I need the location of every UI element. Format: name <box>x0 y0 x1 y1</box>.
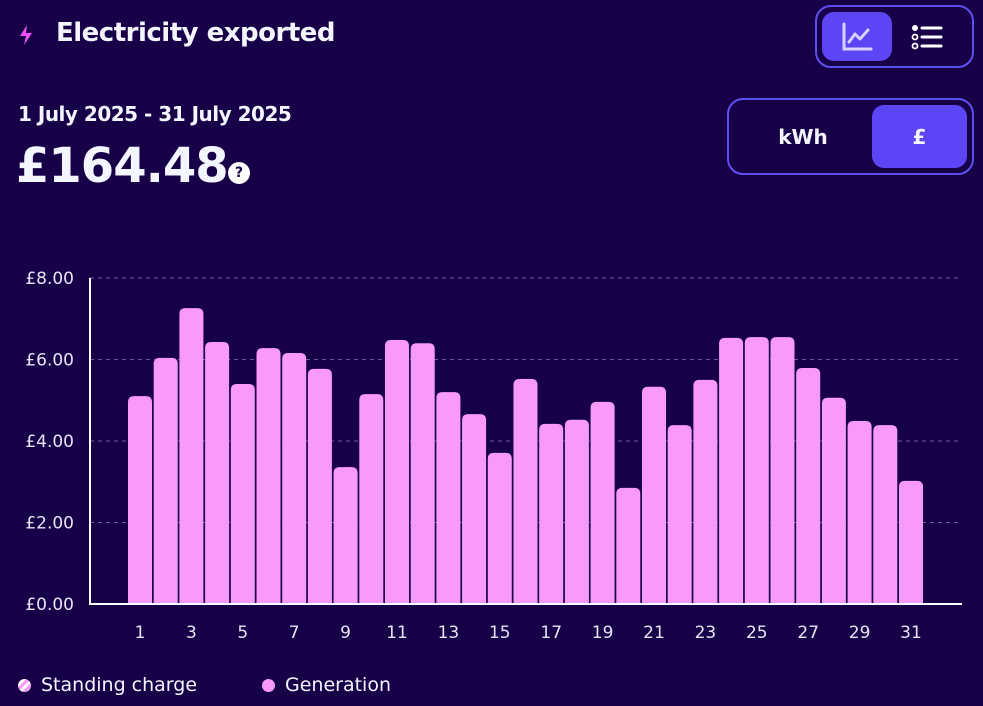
bar-day-14[interactable] <box>462 414 487 604</box>
list-icon <box>911 24 943 49</box>
x-tick-label: 27 <box>797 623 819 643</box>
y-tick-label: £2.00 <box>25 514 74 534</box>
x-tick-label: 25 <box>746 623 768 643</box>
legend-label: Generation <box>285 674 391 696</box>
x-tick-label: 29 <box>849 623 871 643</box>
bar-day-22[interactable] <box>667 425 692 604</box>
help-icon[interactable]: ? <box>228 162 250 184</box>
bar-day-19[interactable] <box>590 401 615 604</box>
bar-day-8[interactable] <box>307 368 332 604</box>
y-tick-label: £4.00 <box>25 432 74 452</box>
bar-day-1[interactable] <box>128 396 152 604</box>
x-tick-label: 15 <box>489 623 511 643</box>
unit-toggle: kWh £ <box>727 98 974 175</box>
y-tick-label: £0.00 <box>25 595 74 615</box>
bar-day-12[interactable] <box>410 343 435 604</box>
line-chart-icon <box>842 22 873 50</box>
legend-generation: Generation <box>262 674 391 696</box>
striped-dot-icon <box>18 678 31 692</box>
bar-day-17[interactable] <box>539 423 564 604</box>
bar-day-24[interactable] <box>719 337 744 604</box>
x-tick-label: 13 <box>438 623 460 643</box>
pound-button[interactable]: £ <box>872 105 967 168</box>
bar-day-26[interactable] <box>770 337 795 604</box>
x-tick-label: 17 <box>540 623 562 643</box>
x-tick-label: 23 <box>695 623 717 643</box>
bar-day-18[interactable] <box>564 419 589 604</box>
x-tick-label: 21 <box>643 623 665 643</box>
bar-day-9[interactable] <box>333 467 358 604</box>
bar-day-11[interactable] <box>385 339 409 604</box>
bar-day-13[interactable] <box>436 392 461 604</box>
list-view-button[interactable] <box>892 12 962 61</box>
bar-day-21[interactable] <box>642 386 666 604</box>
bar-day-10[interactable] <box>359 394 384 604</box>
lightning-bolt-icon <box>20 25 32 45</box>
bar-day-15[interactable] <box>487 452 512 604</box>
bar-day-27[interactable] <box>796 368 821 604</box>
bar-day-6[interactable] <box>256 348 281 604</box>
legend-label: Standing charge <box>41 674 198 696</box>
y-tick-label: £8.00 <box>25 269 74 289</box>
kwh-button[interactable]: kWh <box>778 124 828 149</box>
y-tick-label: £6.00 <box>25 351 74 371</box>
chart-view-button[interactable] <box>822 12 892 61</box>
view-toggle <box>815 5 974 68</box>
page-title: Electricity exported <box>56 18 336 48</box>
bar-day-16[interactable] <box>513 379 538 604</box>
x-tick-label: 9 <box>340 623 351 643</box>
total-value: £164.48 <box>16 138 229 194</box>
dot-icon <box>262 678 275 692</box>
x-tick-label: 31 <box>900 623 922 643</box>
x-tick-label: 7 <box>289 623 300 643</box>
x-tick-label: 3 <box>186 623 197 643</box>
bar-day-23[interactable] <box>693 379 718 604</box>
x-tick-label: 1 <box>135 623 146 643</box>
bar-day-29[interactable] <box>847 421 872 604</box>
axes <box>89 278 962 605</box>
bar-day-3[interactable] <box>179 308 204 604</box>
x-tick-label: 5 <box>237 623 248 643</box>
bar-day-25[interactable] <box>744 337 769 604</box>
bar-chart: £0.00£2.00£4.00£6.00£8.001 3 5 7 9 11 13 15 17 19… <box>25 269 962 643</box>
bar-day-7[interactable] <box>282 352 307 604</box>
bar-day-31[interactable] <box>899 480 923 604</box>
bar-day-2[interactable] <box>153 357 178 604</box>
date-range: 1 July 2025 - 31 July 2025 <box>18 102 292 126</box>
bar-day-4[interactable] <box>205 341 230 604</box>
bar-day-5[interactable] <box>230 383 255 604</box>
x-tick-label: 11 <box>386 623 408 643</box>
x-tick-label: 19 <box>592 623 614 643</box>
bar-day-20[interactable] <box>616 487 641 604</box>
legend-standing-charge: Standing charge <box>18 674 197 696</box>
bar-day-30[interactable] <box>873 425 898 604</box>
bar-day-28[interactable] <box>821 397 846 604</box>
